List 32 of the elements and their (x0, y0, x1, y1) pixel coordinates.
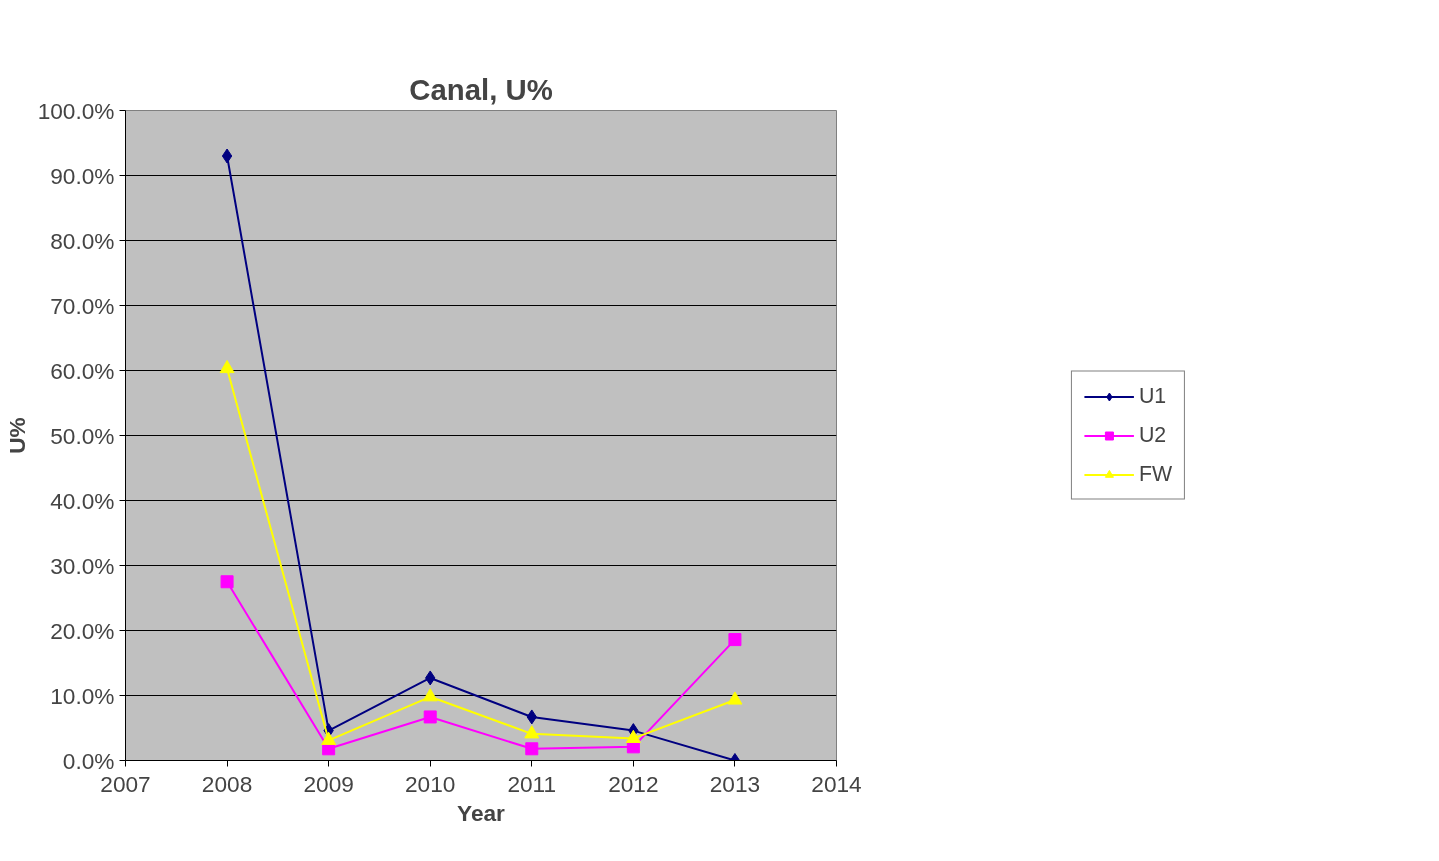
y-tick-label: 50.0% (50, 422, 115, 449)
y-tick-label: 70.0% (50, 292, 115, 319)
x-tick-label: 2009 (303, 770, 354, 797)
point (422, 688, 438, 702)
x-tick-label: 2013 (709, 770, 761, 797)
y-tick-label: 80.0% (50, 227, 115, 254)
point (220, 575, 234, 589)
y-tick-label: 40.0% (50, 487, 115, 514)
legend-label: U1 (1138, 383, 1167, 409)
y-tick-label: 20.0% (50, 617, 115, 644)
point (524, 725, 540, 739)
y-tick-label: 10.0% (50, 682, 115, 709)
y-axis-title: U% (3, 417, 30, 454)
point (221, 148, 233, 164)
point (727, 691, 743, 705)
y-tick-label: 90.0% (50, 162, 115, 189)
point (525, 742, 539, 756)
legend-label: FW (1138, 461, 1173, 487)
point (219, 359, 235, 374)
y-tick-label: 60.0% (50, 357, 115, 384)
x-tick-label: 2011 (507, 770, 557, 797)
x-tick-label: 2010 (405, 770, 456, 797)
y-tick-label: 100.0% (37, 97, 115, 124)
x-tick-label: 2014 (811, 770, 862, 797)
x-axis-title: Year (457, 799, 506, 826)
chart-title: Canal, U% (409, 72, 553, 106)
legend-label: U2 (1138, 422, 1167, 448)
y-tick-label: 30.0% (50, 552, 115, 579)
point (728, 633, 742, 647)
x-tick-label: 2008 (201, 770, 253, 797)
x-tick-label: 2012 (608, 770, 659, 797)
point (423, 710, 437, 724)
